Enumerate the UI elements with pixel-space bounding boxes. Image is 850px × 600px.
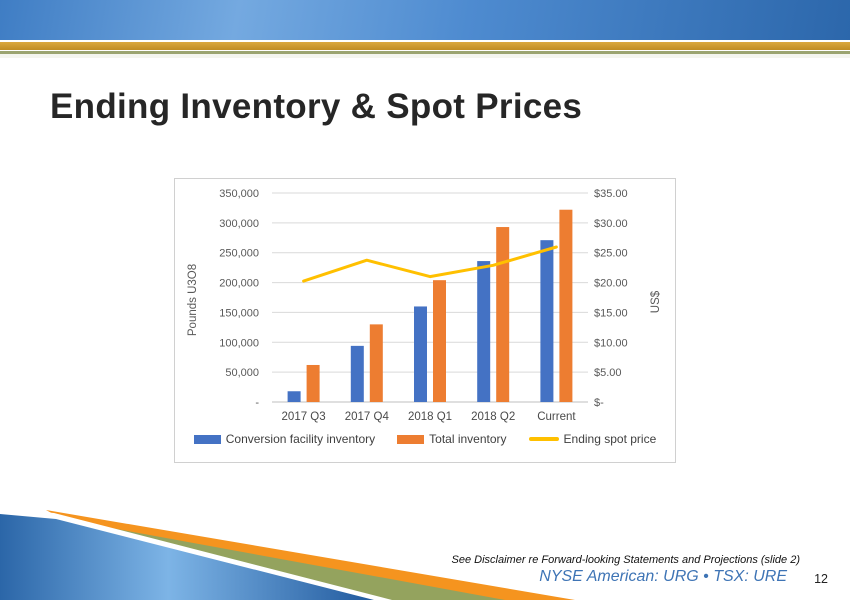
legend-label: Total inventory	[429, 432, 507, 446]
left-axis-tick: 350,000	[219, 188, 259, 200]
right-axis-tick: $20.00	[594, 278, 628, 290]
footer-green-swoosh	[46, 516, 505, 600]
left-axis-tick: 250,000	[219, 248, 259, 260]
x-axis-label: 2017 Q4	[345, 411, 390, 423]
legend-item-conversion: Conversion facility inventory	[193, 432, 376, 446]
right-axis-tick: $5.00	[594, 367, 622, 379]
bar-conversion-inventory	[540, 240, 554, 402]
page-title: Ending Inventory & Spot Prices	[50, 87, 583, 127]
header-gold-stripe	[0, 42, 850, 50]
x-axis-label: Current	[537, 411, 576, 423]
header-bar	[0, 0, 850, 40]
chart-legend: Conversion facility inventory Total inve…	[175, 432, 675, 446]
legend-label: Conversion facility inventory	[225, 432, 376, 446]
spot-price-line	[302, 245, 558, 283]
x-axis-label: 2017 Q3	[282, 411, 326, 423]
left-axis-tick: 300,000	[219, 218, 259, 230]
disclaimer-text: See Disclaimer re Forward-looking Statem…	[451, 554, 800, 566]
page-number: 12	[814, 572, 828, 586]
bar-total-inventory	[306, 364, 320, 402]
right-axis-tick: $35.00	[594, 188, 628, 200]
right-axis-tick: $-	[594, 397, 604, 409]
bar-conversion-inventory	[350, 345, 364, 402]
spot-price-line-swatch	[528, 437, 559, 441]
footer-white-edge	[0, 508, 392, 600]
bar-total-inventory	[433, 280, 446, 402]
bar-total-inventory	[559, 209, 573, 402]
left-axis-tick: 50,000	[225, 367, 259, 379]
bar-conversion-inventory	[477, 261, 491, 402]
bar-total-inventory	[496, 227, 510, 402]
header-faint-stripe	[0, 54, 850, 58]
inventory-spot-price-chart: - $- 50,000 $5.00 100,000 $10.00 150,000 $15.00…	[174, 178, 676, 463]
ticker-text: NYSE American: URG • TSX: URE	[539, 568, 787, 585]
x-axis-label: 2018 Q2	[471, 411, 515, 423]
left-axis-tick: -	[255, 397, 259, 409]
right-axis-tick: $10.00	[594, 337, 628, 349]
right-axis-tick: $30.00	[594, 218, 628, 230]
right-axis-tick: $15.00	[594, 307, 628, 319]
chart-plot-area: - $- 50,000 $5.00 100,000 $10.00 150,000 $15.00…	[187, 188, 662, 423]
legend-item-spot: Ending spot price	[528, 432, 657, 446]
bar-conversion-inventory	[414, 306, 427, 402]
right-axis-tick: $25.00	[594, 248, 628, 260]
right-axis-title: US$	[650, 290, 662, 313]
bar-conversion-inventory	[287, 391, 301, 402]
footer-blue-swoosh	[0, 514, 374, 600]
x-axis-label: 2018 Q1	[408, 411, 452, 423]
conversion-swatch	[193, 434, 221, 444]
total-swatch	[397, 434, 425, 444]
left-axis-tick: 100,000	[219, 337, 259, 349]
header-olive-stripe	[0, 51, 850, 54]
left-axis-tick: 200,000	[219, 278, 259, 290]
legend-item-total: Total inventory	[397, 432, 507, 446]
left-axis-title: Pounds U3O8	[187, 264, 199, 336]
left-axis-tick: 150,000	[219, 307, 259, 319]
legend-label: Ending spot price	[563, 432, 657, 446]
bar-total-inventory	[369, 324, 383, 402]
